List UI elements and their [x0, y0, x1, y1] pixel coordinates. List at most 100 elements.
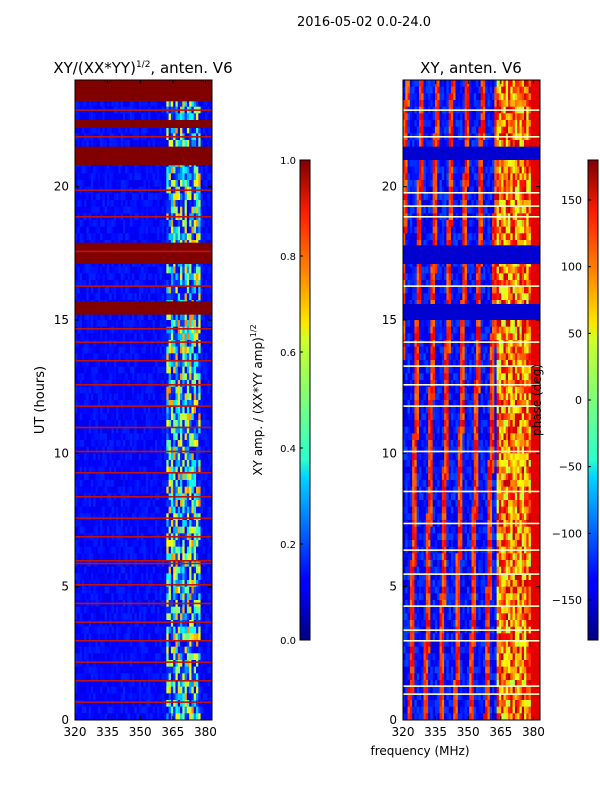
heatmap-cell	[104, 353, 108, 361]
heatmap-cell	[161, 406, 165, 414]
heatmap-cell	[186, 553, 190, 561]
heatmap-cell	[113, 226, 117, 234]
heatmap-cell	[100, 520, 103, 528]
heatmap-cell	[106, 226, 110, 234]
heatmap-cell	[100, 233, 103, 241]
heatmap-cell	[97, 166, 101, 174]
heatmap-cell	[175, 313, 179, 321]
heatmap-cell	[81, 340, 85, 348]
heatmap-cell	[143, 486, 147, 494]
heatmap-cell	[143, 626, 147, 634]
heatmap-cell	[84, 460, 87, 468]
heatmap-cell	[148, 193, 151, 201]
heatmap-cell	[209, 360, 212, 368]
heatmap-cell	[180, 613, 183, 621]
heatmap-cell	[127, 193, 131, 201]
heatmap-cell	[93, 580, 96, 588]
heatmap-cell	[88, 193, 92, 201]
heatmap-cell	[166, 426, 170, 434]
heatmap-cell	[84, 420, 87, 428]
heatmap-cell	[136, 586, 140, 594]
heatmap-cell	[77, 333, 80, 341]
heatmap-cell	[75, 486, 78, 494]
heatmap-cell	[77, 226, 80, 234]
heatmap-cell	[184, 340, 188, 348]
heatmap-cell	[161, 473, 165, 481]
heatmap-cell	[75, 513, 78, 521]
heatmap-cell	[173, 413, 176, 421]
heatmap-cell	[86, 126, 90, 134]
heatmap-cell	[84, 233, 87, 241]
heatmap-cell	[116, 333, 119, 341]
heatmap-cell	[79, 500, 83, 508]
heatmap-cell	[177, 320, 181, 328]
heatmap-cell	[166, 526, 170, 534]
heatmap-cell	[154, 606, 158, 614]
heatmap-cell	[113, 360, 117, 368]
heatmap-cell	[182, 200, 185, 208]
heatmap-cell	[102, 526, 106, 534]
heatmap-cell	[193, 413, 197, 421]
heatmap-cell	[145, 273, 149, 281]
heatmap-cell	[200, 626, 204, 634]
heatmap-cell	[180, 353, 183, 361]
heatmap-cell	[136, 380, 140, 388]
heatmap-cell	[173, 100, 176, 108]
heatmap-cell	[111, 200, 115, 208]
heatmap-cell	[182, 193, 185, 201]
heatmap-cell	[184, 500, 188, 508]
heatmap-cell	[173, 333, 176, 341]
heatmap-cell	[118, 400, 122, 408]
heatmap-cell	[184, 180, 188, 188]
heatmap-cell	[141, 380, 144, 388]
heatmap-cell	[157, 546, 160, 554]
heatmap-cell	[113, 366, 117, 374]
heatmap-cell	[154, 546, 158, 554]
heatmap-cell	[111, 280, 115, 288]
heatmap-cell	[148, 433, 151, 441]
heatmap-cell	[184, 126, 188, 134]
heatmap-cell	[205, 500, 208, 508]
heatmap-cell	[109, 346, 112, 354]
heatmap-cell	[173, 360, 176, 368]
heatmap-cell	[79, 126, 83, 134]
heatmap-cell	[157, 393, 160, 401]
heatmap-cell	[138, 220, 142, 228]
heatmap-cell	[120, 486, 124, 494]
heatmap-cell	[127, 453, 131, 461]
heatmap-cell	[191, 453, 195, 461]
heatmap-cell	[122, 360, 126, 368]
heatmap-cell	[111, 553, 115, 561]
heatmap-cell	[202, 360, 206, 368]
heatmap-cell	[127, 460, 131, 468]
heatmap-cell	[84, 206, 87, 214]
heatmap-cell	[95, 113, 99, 121]
heatmap-cell	[148, 626, 151, 634]
heatmap-cell	[100, 226, 103, 234]
heatmap-cell	[134, 100, 138, 108]
heatmap-cell	[209, 466, 212, 474]
heatmap-cell	[136, 193, 140, 201]
heatmap-cell	[175, 220, 179, 228]
heatmap-cell	[154, 200, 158, 208]
heatmap-cell	[196, 280, 199, 288]
heatmap-cell	[200, 200, 204, 208]
heatmap-cell	[138, 446, 142, 454]
heatmap-cell	[145, 620, 149, 628]
heatmap-cell	[184, 280, 188, 288]
heatmap-cell	[177, 380, 181, 388]
heatmap-cell	[175, 166, 179, 174]
heatmap-cell	[157, 360, 160, 368]
heatmap-cell	[122, 626, 126, 634]
heatmap-cell	[159, 473, 163, 481]
heatmap-cell	[161, 326, 165, 334]
heatmap-cell	[102, 353, 106, 361]
heatmap-cell	[186, 393, 190, 401]
heatmap-cell	[196, 206, 199, 214]
heatmap-cell	[207, 373, 211, 381]
heatmap-cell	[75, 353, 78, 361]
heatmap-cell	[109, 173, 112, 181]
heatmap-cell	[173, 473, 176, 481]
heatmap-cell	[168, 460, 172, 468]
heatmap-cell	[205, 180, 208, 188]
